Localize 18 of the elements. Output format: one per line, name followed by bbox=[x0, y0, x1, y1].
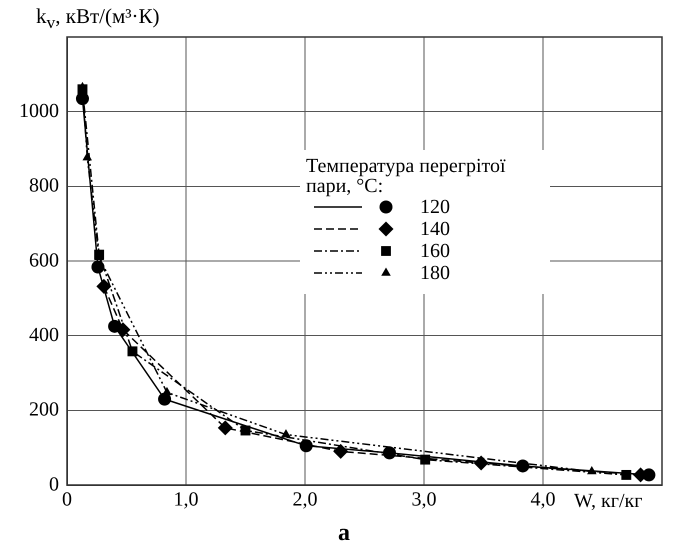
y-axis-title: k$_{v}$, кВт/(м³·К) bbox=[36, 4, 160, 34]
x-axis-title: W, кг/кг bbox=[574, 490, 642, 513]
legend-label: 160 bbox=[420, 240, 450, 262]
x-tick-label: 1,0 bbox=[174, 488, 198, 510]
legend-label: 140 bbox=[420, 218, 450, 240]
y-tick-label: 600 bbox=[29, 249, 59, 272]
legend-label: 120 bbox=[420, 196, 450, 218]
y-tick-label: 0 bbox=[49, 473, 59, 496]
y-tick-label: 800 bbox=[29, 174, 59, 197]
x-tick-label: 3,0 bbox=[412, 488, 436, 510]
y-tick-label: 200 bbox=[29, 398, 59, 421]
y-tick-label: 400 bbox=[29, 324, 59, 346]
x-tick-label: 2,0 bbox=[292, 488, 318, 510]
text: а bbox=[337, 520, 351, 547]
legend-label: 180 bbox=[420, 262, 450, 284]
y-tick-label: 1000 bbox=[19, 100, 59, 122]
legend-title: Температура перегрітої пари, °C: bbox=[306, 155, 506, 197]
x-tick-label: 4,0 bbox=[530, 488, 556, 510]
